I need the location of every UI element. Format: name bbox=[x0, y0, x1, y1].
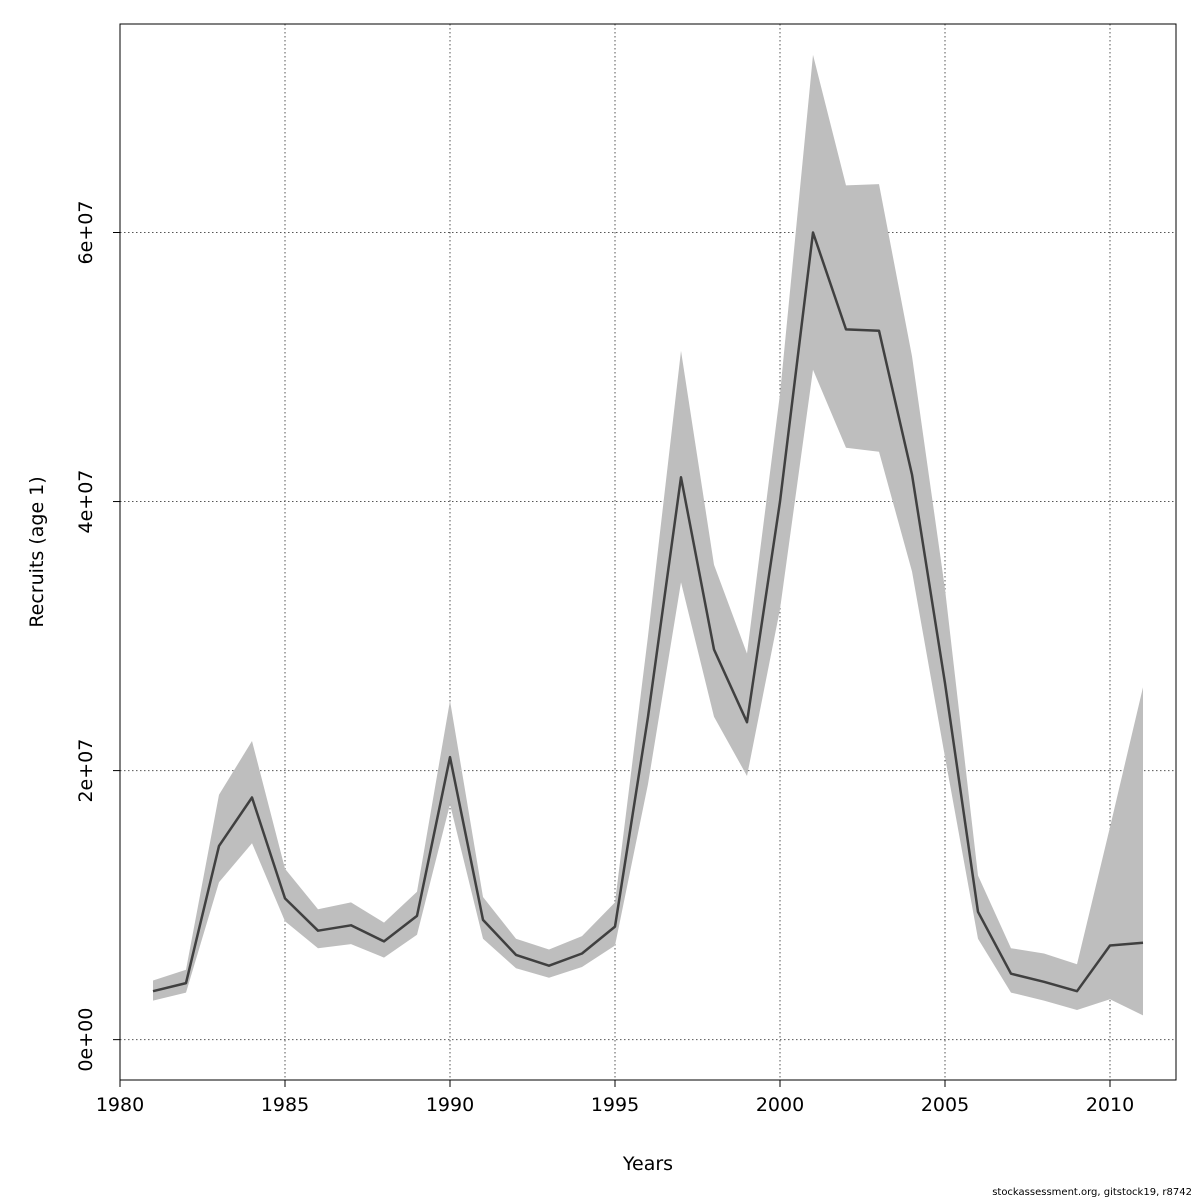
x-tick-label: 1995 bbox=[591, 1094, 639, 1116]
estimate-line-layer bbox=[152, 231, 1144, 993]
y-tick-label: 4e+07 bbox=[75, 470, 97, 534]
x-tick-label: 2005 bbox=[921, 1094, 969, 1116]
grid-lines bbox=[120, 24, 1176, 1080]
y-tick-label: 2e+07 bbox=[75, 739, 97, 803]
x-tick-label: 1990 bbox=[426, 1094, 474, 1116]
confidence-band-layer bbox=[153, 54, 1143, 1016]
x-tick-label: 2010 bbox=[1086, 1094, 1134, 1116]
confidence-band bbox=[153, 54, 1143, 1016]
x-tick-label: 2000 bbox=[756, 1094, 804, 1116]
estimate-line bbox=[152, 231, 1144, 993]
y-axis: 0e+00 2e+07 4e+07 6e+07 bbox=[75, 201, 120, 1072]
y-axis-title: Recruits (age 1) bbox=[26, 476, 48, 627]
y-tick-label: 6e+07 bbox=[75, 201, 97, 265]
x-axis: 1980 1985 1990 1995 2000 2005 2010 bbox=[96, 1080, 1134, 1116]
x-tick-label: 1985 bbox=[261, 1094, 309, 1116]
plot-frame bbox=[119, 23, 1177, 1081]
x-tick-label: 1980 bbox=[96, 1094, 144, 1116]
footnote: stockassessment.org, gitstock19, r8742 bbox=[992, 1187, 1192, 1198]
x-axis-title: Years bbox=[622, 1153, 673, 1175]
y-tick-label: 0e+00 bbox=[75, 1008, 97, 1072]
